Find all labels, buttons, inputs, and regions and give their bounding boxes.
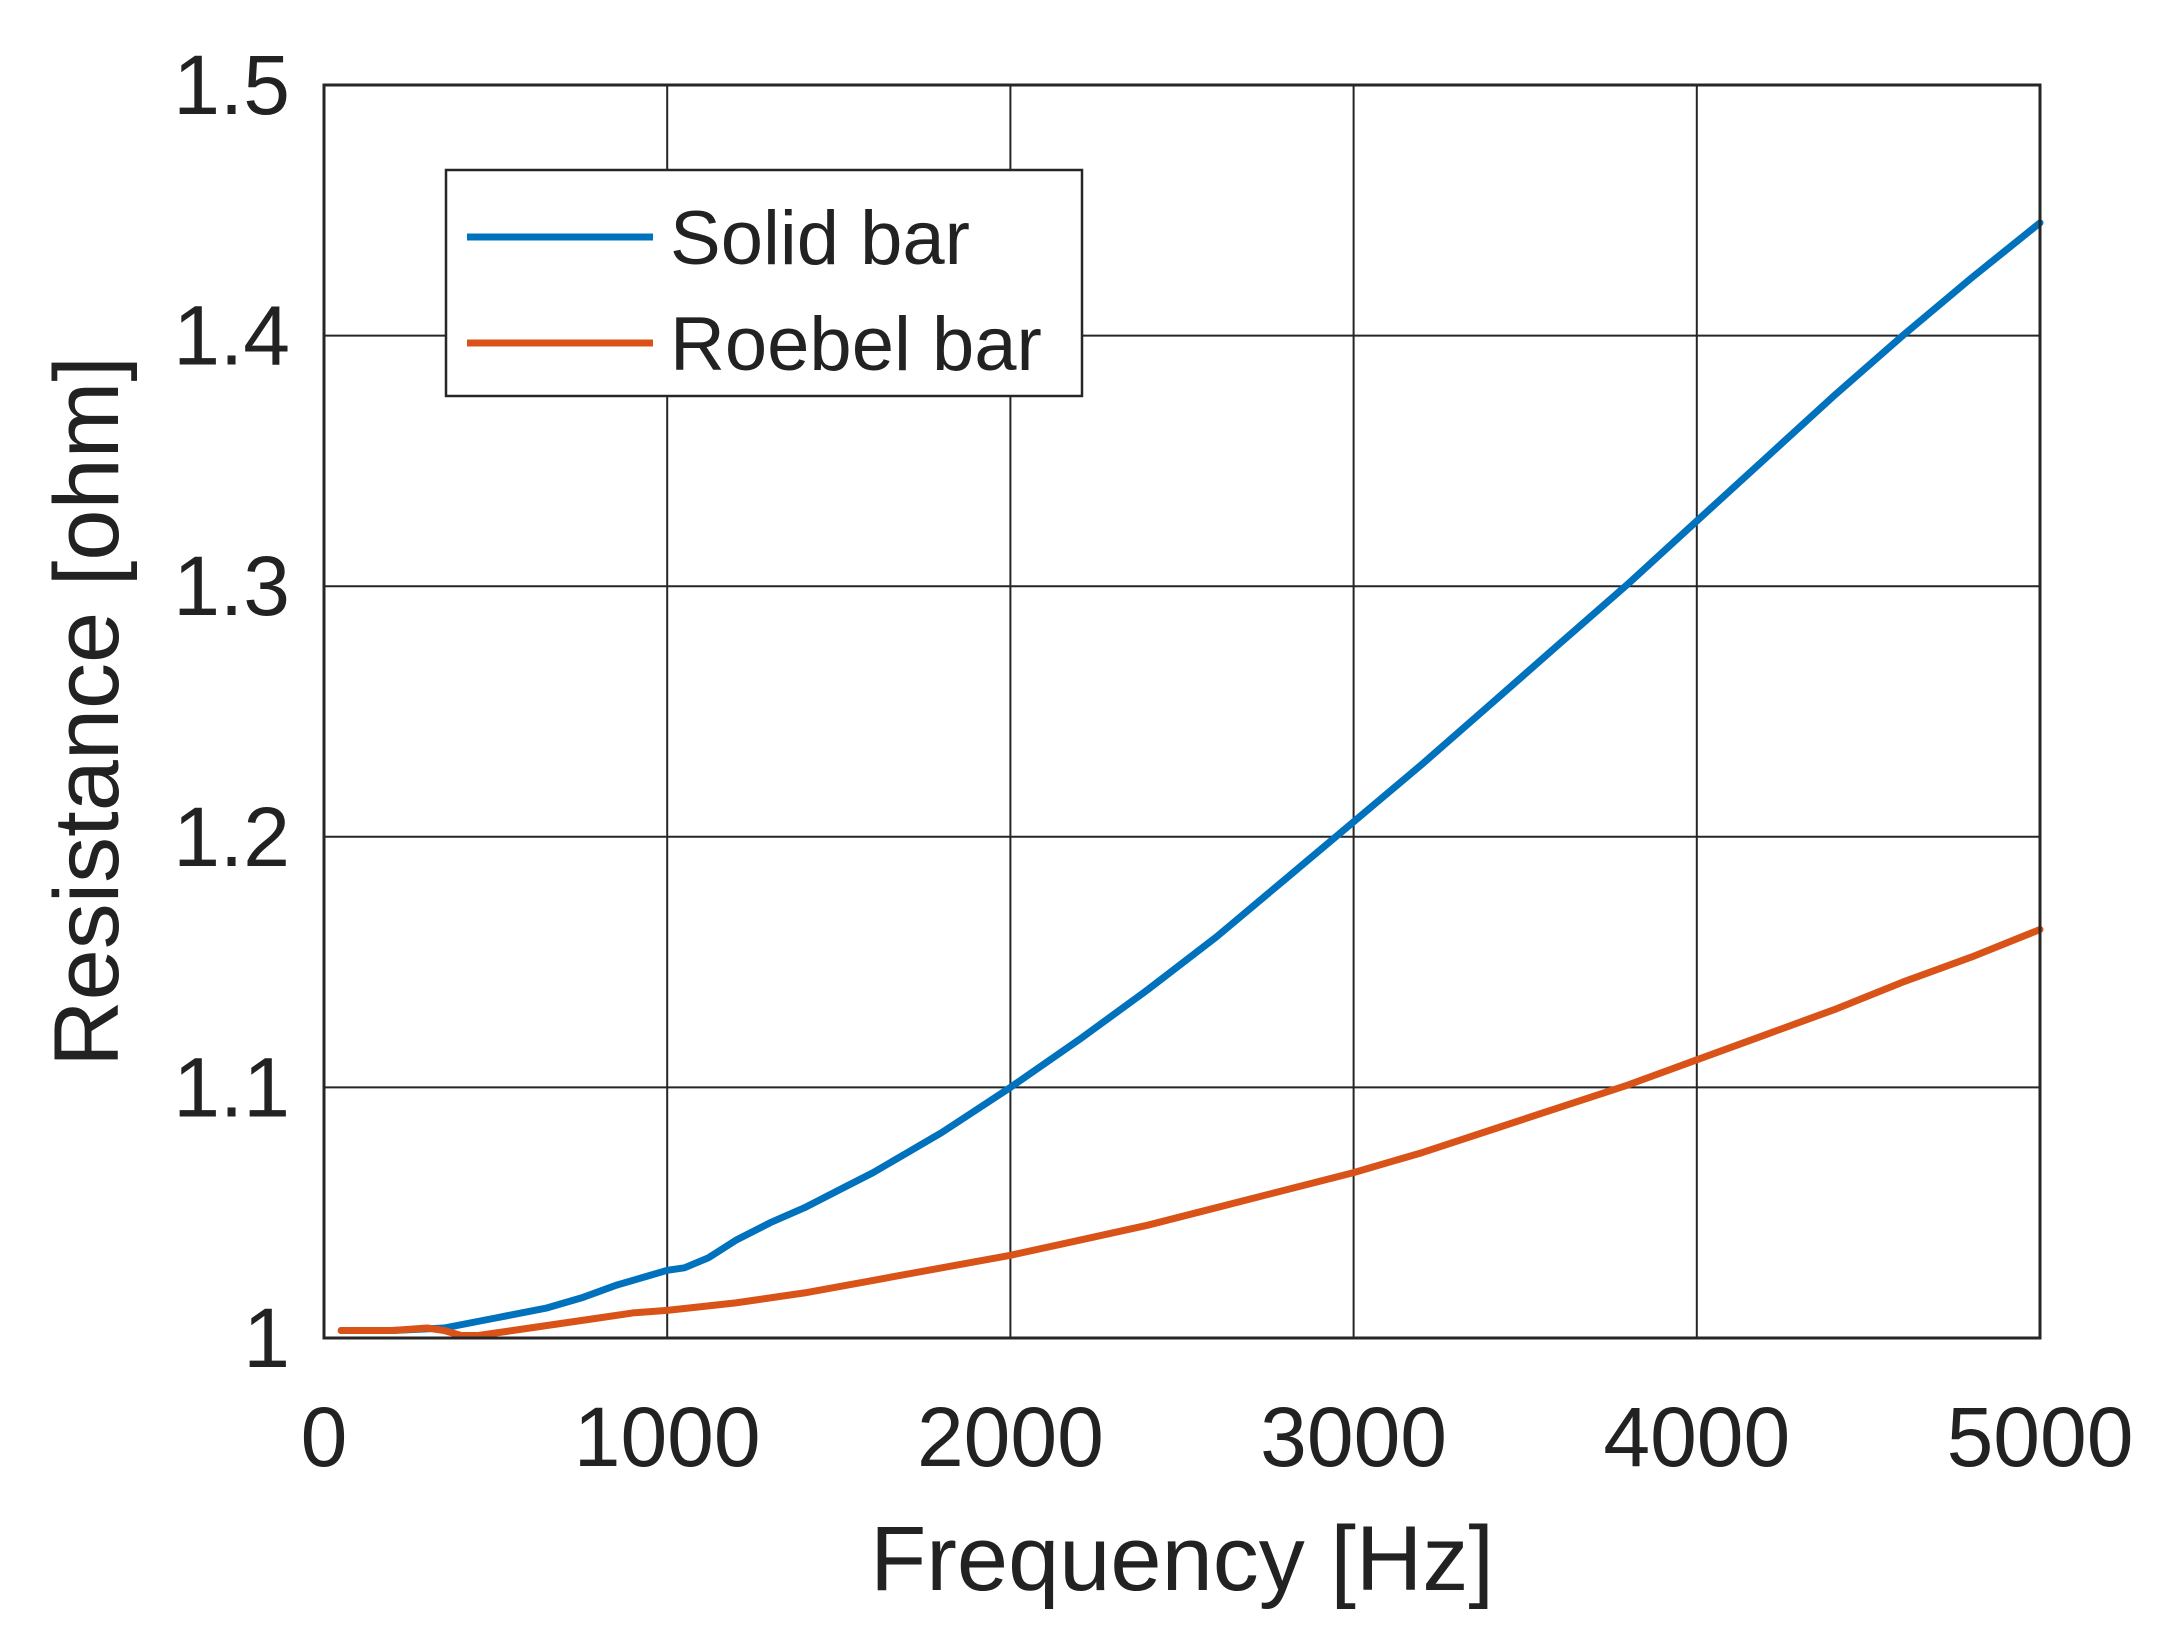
y-tick-label: 1.2 — [173, 790, 290, 884]
legend-box — [444, 168, 1084, 398]
series-lines — [337, 219, 2044, 1339]
legend-label-solid-bar: Solid bar — [670, 196, 970, 281]
x-tick-label: 2000 — [917, 1390, 1104, 1484]
y-tick-label: 1 — [243, 1291, 290, 1385]
y-tick-label: 1.1 — [173, 1040, 290, 1134]
x-tick-label: 0 — [301, 1390, 348, 1484]
x-tick-label: 1000 — [574, 1390, 761, 1484]
x-tick-label: 5000 — [1947, 1390, 2134, 1484]
y-axis-title: Resistance [ohm] — [36, 356, 138, 1067]
x-axis-title: Frequency [Hz] — [870, 1508, 1494, 1610]
x-tick-labels: 0 1000 2000 3000 4000 5000 — [301, 1390, 2134, 1484]
series-line-roebel-bar — [337, 926, 2044, 1339]
legend-label-roebel-bar: Roebel bar — [670, 302, 1042, 387]
y-tick-label: 1.4 — [173, 289, 290, 383]
series-line-solid-bar — [337, 219, 2044, 1334]
y-tick-label: 1.5 — [173, 38, 290, 132]
x-tick-label: 3000 — [1260, 1390, 1447, 1484]
x-tick-label: 4000 — [1603, 1390, 1790, 1484]
plot-frame — [322, 83, 2042, 1340]
y-tick-label: 1.3 — [173, 539, 290, 633]
y-tick-labels: 1 1.1 1.2 1.3 1.4 1.5 — [173, 38, 290, 1385]
legend: Solid bar Roebel bar — [444, 168, 1084, 398]
